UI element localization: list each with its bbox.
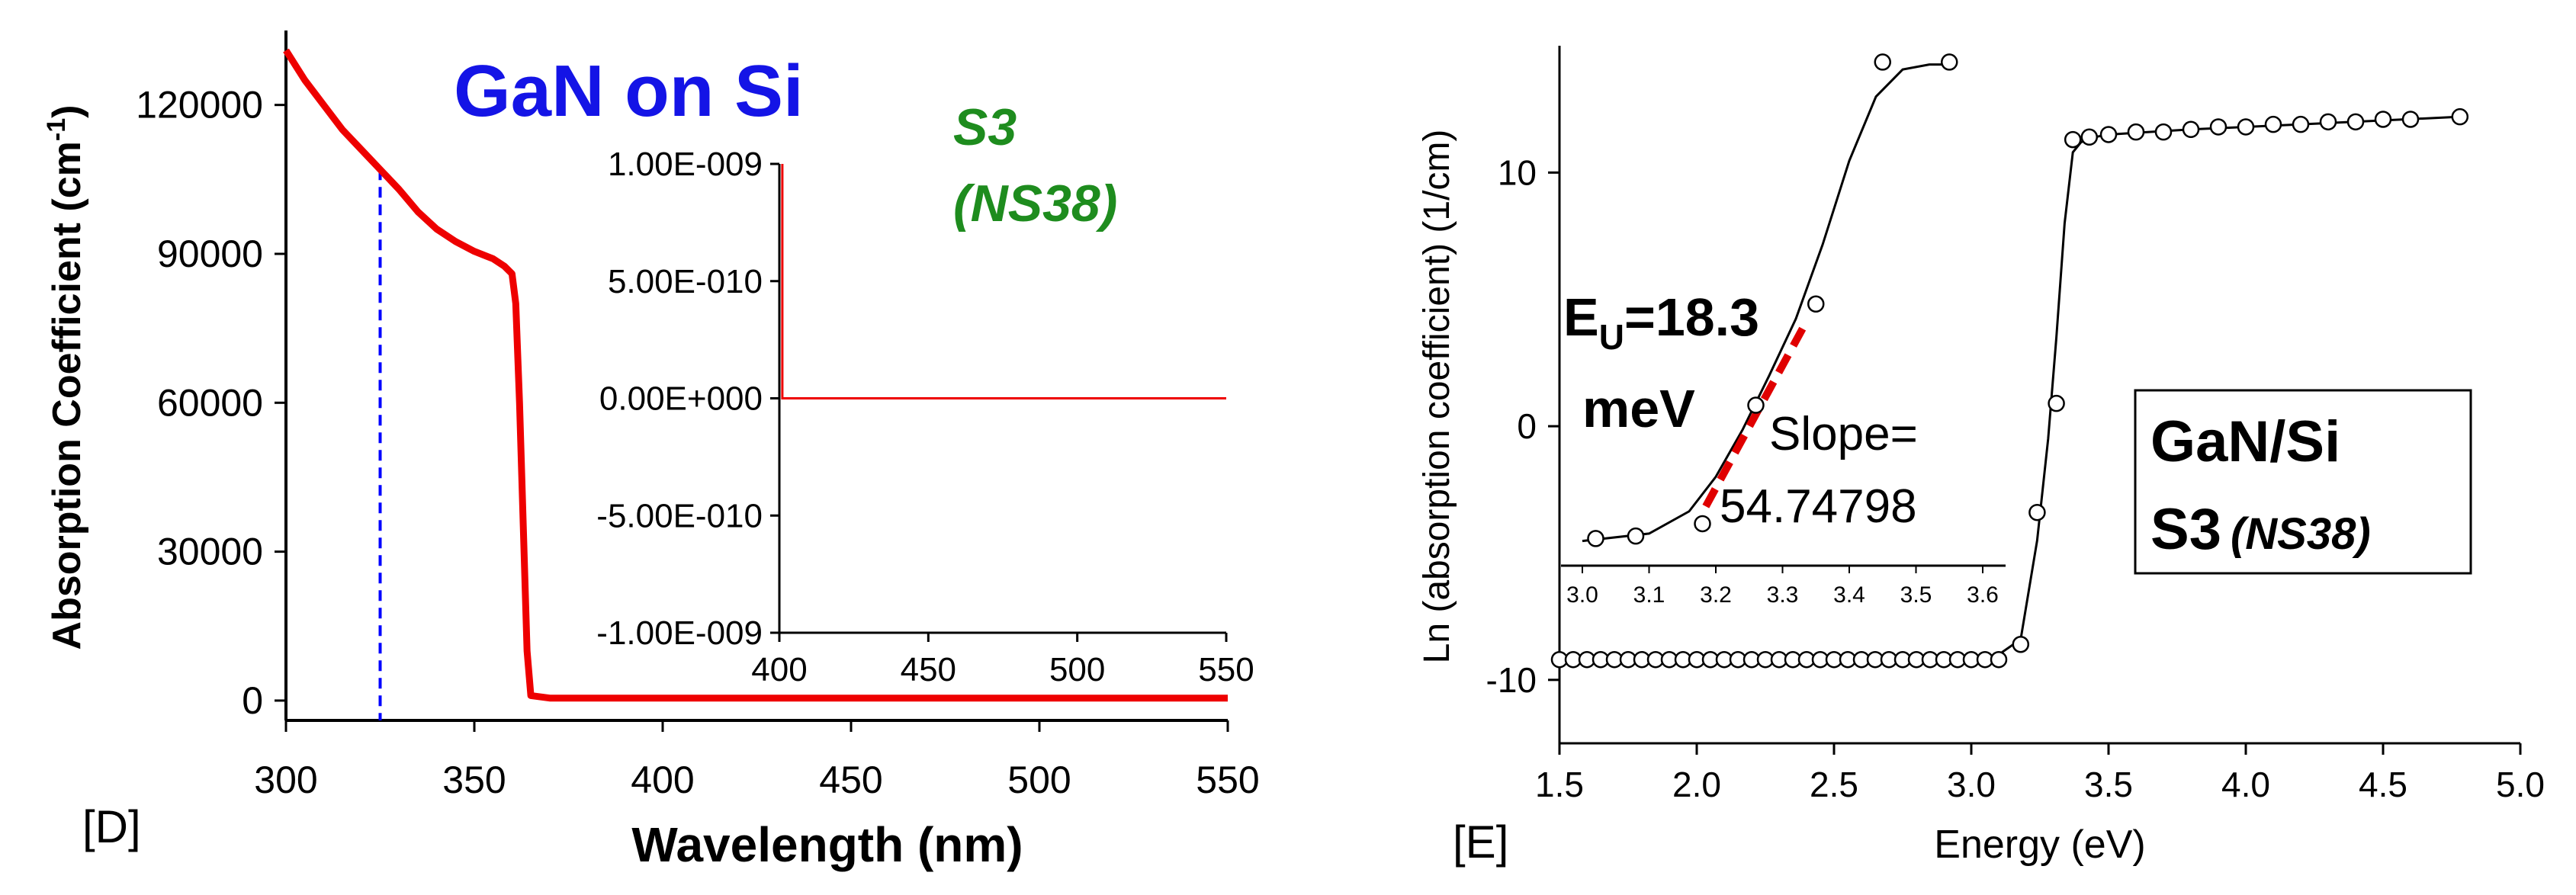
e-x-tick-label: 3.0 bbox=[1947, 765, 1996, 804]
d-x-axis-label: Wavelength (nm) bbox=[631, 817, 1023, 872]
e-y-axis-label: Ln (absorption coefficient) (1/cm) bbox=[1417, 130, 1457, 664]
e-data-point bbox=[2028, 503, 2046, 521]
d-y-tick-label: 90000 bbox=[157, 233, 263, 275]
d-x-tick-label: 450 bbox=[819, 759, 882, 801]
e-x-tick-label: 1.5 bbox=[1535, 765, 1584, 804]
e-inset-x-tick-label: 3.3 bbox=[1767, 582, 1799, 608]
e-inset-x-tick-label: 3.0 bbox=[1566, 582, 1598, 608]
e-x-tick-label: 4.0 bbox=[2221, 765, 2270, 804]
e-inset: 3.0 3.1 3.2 3.3 3.4 3.5 3.6 EU=18.3 meV Slope=… bbox=[1561, 47, 2006, 608]
e-inset-fit-curve bbox=[1582, 63, 1956, 543]
e-inset-x-tick-label: 3.2 bbox=[1700, 582, 1732, 608]
e-data-point bbox=[2048, 394, 2065, 412]
d-y-axis-label: Absorption Coefficient (cm-1) bbox=[42, 105, 89, 650]
e-inset-x-tick-label: 3.6 bbox=[1967, 582, 1999, 608]
d-inset-y-tick-label: -1.00E-009 bbox=[596, 614, 763, 652]
e-data-point bbox=[2099, 126, 2118, 143]
d-inset-y-tick-label: -5.00E-010 bbox=[596, 497, 763, 534]
e-inset-slope-line bbox=[1702, 326, 1807, 508]
e-data-point bbox=[2064, 130, 2082, 149]
e-inset-data-point bbox=[1941, 53, 1958, 71]
d-x-tick-label: 500 bbox=[1007, 759, 1071, 801]
d-y-tick-label: 0 bbox=[242, 679, 263, 722]
e-data-point bbox=[2012, 635, 2030, 653]
d-inset-y-tick-label: 5.00E-010 bbox=[608, 263, 763, 300]
e-data-point bbox=[2319, 113, 2337, 131]
d-inset-curve bbox=[781, 164, 1226, 399]
e-inset-background bbox=[1561, 47, 2003, 566]
d-absorption-curve bbox=[283, 48, 1228, 702]
e-inset-x-tick-label: 3.1 bbox=[1633, 582, 1665, 608]
e-inset-data-point bbox=[1627, 527, 1645, 545]
e-x-tick-label: 2.0 bbox=[1672, 765, 1721, 804]
e-y-tick-label: -10 bbox=[1486, 660, 1537, 700]
e-data-point bbox=[2401, 111, 2420, 128]
d-panel-label: [D] bbox=[82, 801, 141, 852]
d-inset-x-tick-label: 400 bbox=[751, 651, 807, 688]
e-legend: GaN/Si S3 (NS38) bbox=[2134, 389, 2472, 575]
e-x-axis-label: Energy (eV) bbox=[1934, 823, 2145, 867]
e-eu-unit: meV bbox=[1582, 379, 1695, 438]
d-inset-x-tick-label: 450 bbox=[901, 651, 956, 688]
e-data-point bbox=[2292, 115, 2310, 133]
d-sample-label-1: S3 bbox=[953, 98, 1017, 156]
e-data-point bbox=[2451, 107, 2469, 126]
e-inset-data-point bbox=[1747, 396, 1765, 414]
e-inset-data-point bbox=[1694, 515, 1711, 533]
d-inset-y-tick-label: 0.00E+000 bbox=[599, 380, 763, 418]
e-data-point bbox=[2182, 120, 2200, 139]
e-inset-data-point bbox=[1807, 295, 1825, 313]
d-inset-x-tick-label: 550 bbox=[1198, 651, 1254, 688]
e-x-tick-label: 3.5 bbox=[2084, 765, 2133, 804]
e-y-tick-label: 10 bbox=[1498, 152, 1537, 192]
e-inset-x-tick-label: 3.5 bbox=[1900, 582, 1932, 608]
d-sample-label-2: (NS38) bbox=[953, 175, 1117, 233]
e-x-tick-label: 2.5 bbox=[1810, 765, 1858, 804]
e-legend-line-2: S3 (NS38) bbox=[2150, 497, 2371, 562]
d-inset-y-tick-label: 1.00E-009 bbox=[608, 146, 763, 183]
e-data-point bbox=[2346, 113, 2365, 131]
e-data-point bbox=[1990, 650, 2008, 669]
e-slope-label: Slope= bbox=[1769, 408, 1918, 460]
e-data-point bbox=[2237, 118, 2255, 136]
e-data-point bbox=[2154, 123, 2173, 141]
d-y-tick-label: 120000 bbox=[136, 84, 263, 127]
d-chart-title: GaN on Si bbox=[454, 50, 804, 132]
d-x-tick-label: 400 bbox=[631, 759, 694, 801]
e-x-tick-label: 5.0 bbox=[2496, 765, 2545, 804]
e-inset-data-point bbox=[1874, 53, 1891, 71]
d-inset-x-tick-label: 500 bbox=[1049, 651, 1105, 688]
e-x-tick-label: 4.5 bbox=[2359, 765, 2407, 804]
e-legend-box bbox=[2134, 389, 2472, 575]
e-inset-data-point bbox=[1587, 530, 1604, 547]
e-data-point bbox=[2080, 128, 2099, 146]
panel-d: 300 350 400 450 500 550 0 30000 60000 90000 12000… bbox=[42, 30, 1260, 872]
e-slope-value: 54.74798 bbox=[1720, 480, 1917, 533]
e-data-point bbox=[2127, 123, 2145, 141]
d-x-tick-label: 550 bbox=[1196, 759, 1259, 801]
d-y-tick-label: 30000 bbox=[157, 531, 263, 573]
e-data-point bbox=[2264, 115, 2282, 133]
e-data-point bbox=[2209, 118, 2228, 136]
e-data-point bbox=[2374, 111, 2392, 128]
e-eu-annotation: EU=18.3 bbox=[1563, 287, 1759, 357]
d-x-tick-label: 350 bbox=[442, 759, 506, 801]
e-legend-line-1: GaN/Si bbox=[2150, 409, 2340, 474]
d-x-tick-label: 300 bbox=[254, 759, 317, 801]
e-inset-x-tick-label: 3.4 bbox=[1833, 582, 1865, 608]
d-y-tick-label: 60000 bbox=[157, 381, 263, 424]
e-panel-label: [E] bbox=[1453, 816, 1508, 868]
d-inset: 400 450 500 550 -1.00E-009 -5.00E-010 0.00E+0… bbox=[596, 146, 1254, 688]
e-y-tick-label: 0 bbox=[1517, 406, 1537, 446]
panel-e: 1.5 2.0 2.5 3.0 3.5 4.0 4.5 5.0 -10 0 10 Energy (… bbox=[1417, 46, 2545, 868]
